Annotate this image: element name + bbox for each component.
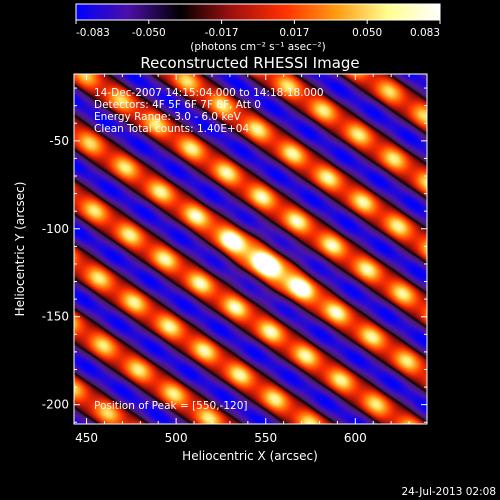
peak-position-label: Position of Peak = [550,-120]	[94, 400, 248, 412]
annotation-clean: Clean Total counts: 1.40E+04	[94, 123, 249, 135]
colorbar-tick-label: 0.083	[410, 27, 440, 39]
annotation-time: 14-Dec-2007 14:15:04.000 to 14:18:18.000	[94, 87, 324, 99]
y-tick-label: -50	[49, 134, 69, 148]
colorbar-ticks: -0.083 -0.050 -0.017 0.017 0.050 0.083	[75, 20, 441, 39]
colorbar-tick-label: 0.050	[352, 27, 382, 39]
colorbar	[75, 3, 441, 21]
y-tick-label: -200	[42, 398, 69, 412]
heatmap-raster	[74, 74, 427, 424]
colorbar-tick-label: -0.017	[205, 27, 239, 39]
annotation-detectors: Detectors: 4F 5F 6F 7F 8F, Att 0	[94, 99, 261, 111]
colorbar-tick-label: -0.083	[76, 27, 110, 39]
heatmap-image	[74, 74, 427, 424]
annotation-energy: Energy Range: 3.0 - 6.0 keV	[94, 111, 242, 123]
colorbar-tick-label: -0.050	[132, 27, 166, 39]
colorbar-tick-label: 0.017	[279, 27, 309, 39]
x-axis-label: Heliocentric X (arcsec)	[182, 449, 318, 463]
x-tick-label: 550	[254, 431, 277, 445]
axis-ticks: 450 500 550 600 -50 -100 -150 -200	[42, 74, 428, 445]
x-tick-label: 600	[344, 431, 367, 445]
footer-timestamp: 24-Jul-2013 02:08	[401, 486, 496, 498]
y-tick-label: -150	[42, 310, 69, 324]
chart-title: Reconstructed RHESSI Image	[140, 54, 359, 72]
x-tick-label: 450	[75, 431, 98, 445]
colorbar-unit-label: (photons cm⁻² s⁻¹ asec⁻²)	[190, 41, 325, 53]
y-tick-label: -100	[42, 222, 69, 236]
x-tick-label: 500	[165, 431, 188, 445]
plot-frame	[73, 73, 428, 425]
y-axis-label: Heliocentric Y (arcsec)	[13, 182, 27, 317]
